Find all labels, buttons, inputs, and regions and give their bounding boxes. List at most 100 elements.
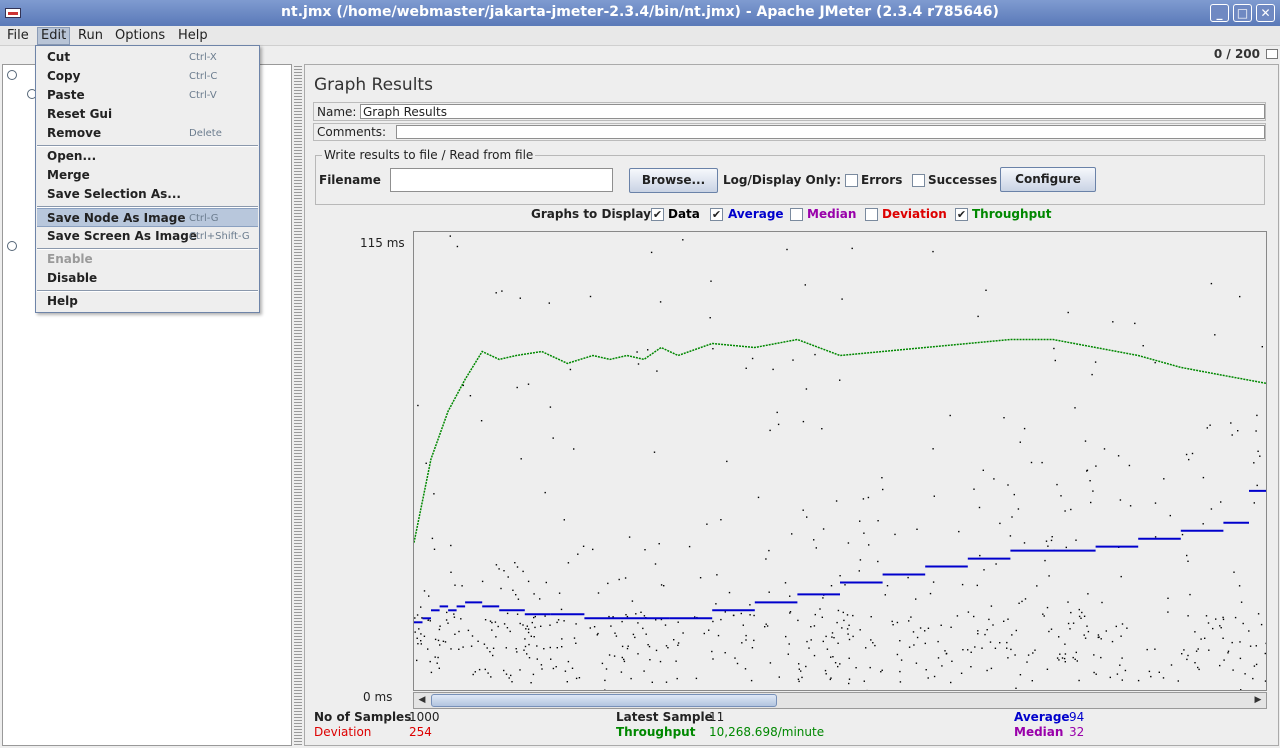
data-point: [1242, 622, 1244, 625]
data-point: [877, 520, 879, 522]
data-point: [503, 669, 505, 672]
menu-separator: [37, 145, 258, 147]
successes-checkbox[interactable]: [912, 174, 925, 187]
data-point: [1124, 669, 1127, 672]
data-point: [1013, 493, 1015, 496]
menu-file[interactable]: File: [7, 28, 29, 43]
menu-item-paste[interactable]: Paste Ctrl-V: [37, 86, 258, 105]
samples-label: No of Samples: [314, 710, 412, 724]
data-point: [1006, 641, 1008, 644]
data-point: [1220, 501, 1222, 503]
graph-scrollbar[interactable]: ◀ ▶: [413, 692, 1267, 709]
menu-item-cut[interactable]: Cut Ctrl-X: [37, 48, 258, 67]
data-point: [825, 673, 827, 675]
menu-item-help[interactable]: Help: [37, 292, 258, 311]
data-point: [516, 651, 518, 653]
data-point: [819, 608, 821, 610]
data-point: [846, 628, 849, 630]
browse-button[interactable]: Browse...: [629, 168, 718, 193]
maximize-button[interactable]: □: [1233, 4, 1252, 22]
data-point: [694, 616, 696, 618]
comments-field[interactable]: [396, 125, 1265, 139]
data-point: [642, 627, 644, 630]
average-checkbox[interactable]: ✔: [710, 208, 723, 221]
menu-item-remove[interactable]: Remove Delete: [37, 124, 258, 143]
menu-edit[interactable]: Edit: [37, 27, 71, 45]
data-point: [549, 646, 551, 649]
menu-item-open[interactable]: Open...: [37, 147, 258, 166]
data-point: [552, 667, 555, 670]
menu-item-reset-gui[interactable]: Reset Gui: [37, 105, 258, 124]
data-point: [560, 608, 563, 611]
data-point: [1186, 554, 1188, 557]
menu-run[interactable]: Run: [78, 28, 103, 43]
data-point: [492, 654, 494, 657]
data-point: [1189, 593, 1191, 596]
menu-item-save-node-as-image[interactable]: Save Node As Image Ctrl-G: [37, 208, 258, 227]
data-point: [447, 622, 449, 624]
data-point: [764, 626, 766, 628]
data-point: [549, 406, 552, 408]
tree-expand-icon[interactable]: [7, 70, 17, 80]
data-point: [1227, 652, 1229, 654]
scroll-thumb[interactable]: [431, 694, 777, 707]
data-point: [1167, 611, 1169, 613]
scroll-left-icon[interactable]: ◀: [418, 695, 426, 705]
data-point: [695, 677, 698, 680]
menu-item-label: Remove: [47, 126, 102, 140]
filename-input[interactable]: [390, 168, 613, 192]
tree-expand-icon[interactable]: [7, 241, 17, 251]
throughput-checkbox[interactable]: ✔: [955, 208, 968, 221]
data-point: [1098, 636, 1100, 638]
errors-checkbox[interactable]: [845, 174, 858, 187]
data-point: [1067, 622, 1070, 625]
menu-item-merge[interactable]: Merge: [37, 166, 258, 185]
data-point: [1198, 668, 1200, 671]
data-point: [1202, 476, 1205, 479]
menu-item-disable[interactable]: Disable: [37, 269, 258, 288]
data-checkbox[interactable]: ✔: [651, 208, 664, 221]
menu-item-copy[interactable]: Copy Ctrl-C: [37, 67, 258, 86]
split-pane-divider[interactable]: [294, 64, 302, 746]
menu-item-shortcut: Ctrl-C: [189, 71, 218, 82]
menu-item-save-selection-as[interactable]: Save Selection As...: [37, 185, 258, 204]
menu-options[interactable]: Options: [115, 28, 166, 43]
deviation-checkbox[interactable]: [865, 208, 878, 221]
median-checkbox[interactable]: [790, 208, 803, 221]
data-point: [1205, 615, 1208, 617]
name-field[interactable]: Graph Results: [360, 104, 1265, 119]
data-point: [1121, 623, 1124, 625]
menu-help[interactable]: Help: [178, 28, 208, 43]
data-point: [505, 647, 507, 649]
data-point: [863, 680, 865, 682]
data-point: [924, 642, 926, 645]
data-point: [791, 533, 793, 535]
data-point: [916, 636, 919, 639]
data-point: [1031, 680, 1033, 682]
data-point: [728, 591, 731, 594]
data-point: [839, 575, 841, 577]
minimize-button[interactable]: _: [1210, 4, 1229, 22]
data-point: [753, 614, 755, 617]
app-icon[interactable]: [5, 8, 21, 18]
data-point: [814, 353, 816, 356]
configure-button[interactable]: Configure: [1000, 167, 1096, 192]
close-button[interactable]: ✕: [1256, 4, 1275, 22]
data-point: [1116, 673, 1119, 675]
data-point: [575, 677, 578, 680]
data-point: [612, 616, 614, 618]
scroll-right-icon[interactable]: ▶: [1254, 695, 1262, 705]
data-point: [429, 660, 431, 663]
menu-item-label: Paste: [47, 88, 85, 102]
deviation-value: 254: [409, 725, 432, 739]
data-point: [1076, 660, 1078, 662]
data-point: [985, 289, 987, 291]
log-display-label: Log/Display Only:: [723, 173, 841, 187]
data-point: [1187, 560, 1189, 562]
data-point: [1100, 656, 1102, 659]
menu-item-save-screen-as-image[interactable]: Save Screen As Image Ctrl+Shift-G: [37, 227, 258, 246]
results-chart: [414, 235, 1266, 690]
edit-menu-dropdown: Cut Ctrl-X Copy Ctrl-C Paste Ctrl-V Reset G…: [35, 45, 260, 313]
data-point: [418, 628, 420, 630]
data-point: [1093, 671, 1095, 674]
